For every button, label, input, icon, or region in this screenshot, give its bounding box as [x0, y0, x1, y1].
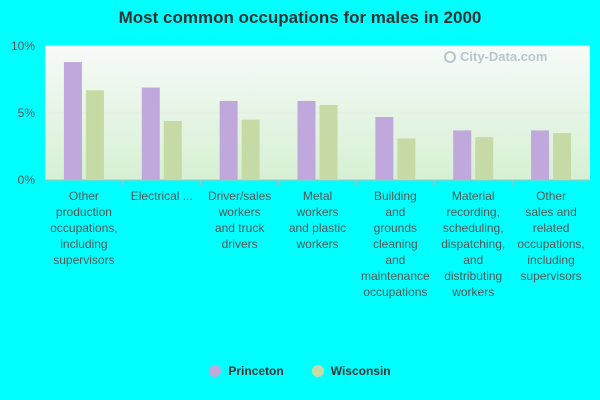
- chart-title: Most common occupations for males in 200…: [118, 8, 482, 27]
- bar-wisconsin-4: [397, 138, 416, 180]
- y-tick-label: 5%: [18, 106, 36, 120]
- legend-swatch-princeton: [209, 365, 222, 377]
- watermark-text: City-Data.com: [460, 49, 548, 64]
- legend: Princeton Wisconsin: [0, 364, 600, 378]
- x-tick-label: Building and grounds cleaning and maintenance…: [361, 189, 430, 299]
- legend-label-princeton: Princeton: [228, 364, 284, 378]
- bar-princeton-0: [63, 62, 82, 180]
- watermark: City-Data.com: [444, 49, 547, 64]
- bar-wisconsin-2: [241, 119, 260, 180]
- legend-swatch-wisconsin: [311, 365, 324, 377]
- y-tick-label: 0%: [18, 173, 36, 187]
- bar-wisconsin-6: [553, 133, 572, 180]
- legend-item-princeton: Princeton: [209, 364, 284, 378]
- x-tick-label: Metal workers and plastic workers: [289, 189, 346, 251]
- y-axis: 0% 5% 10%: [11, 39, 35, 187]
- bar-princeton-2: [219, 100, 238, 180]
- x-tick-label: Other production occupations, including supe…: [50, 189, 117, 267]
- bar-wisconsin-1: [163, 121, 182, 180]
- x-tick-label: Material recording, scheduling, dispatching…: [441, 189, 505, 299]
- bar-princeton-4: [375, 117, 394, 180]
- x-tick-label: Other sales and related occupations, includi…: [517, 189, 584, 283]
- search-icon: [444, 50, 456, 63]
- bar-princeton-3: [297, 100, 316, 180]
- bar-wisconsin-3: [319, 104, 338, 180]
- x-tick-label: Electrical ...: [131, 189, 193, 203]
- bar-wisconsin-5: [475, 137, 494, 180]
- bar-wisconsin-0: [85, 90, 104, 180]
- x-axis-labels: Other production occupations, including supe…: [50, 180, 585, 299]
- bar-princeton-1: [141, 87, 160, 180]
- legend-item-wisconsin: Wisconsin: [311, 364, 391, 378]
- bars: [63, 62, 572, 180]
- bar-princeton-6: [531, 130, 550, 180]
- gridlines: [45, 45, 590, 181]
- x-tick-label: Driver/sales workers and truck drivers: [208, 189, 271, 251]
- bar-princeton-5: [453, 130, 472, 180]
- y-tick-label: 10%: [11, 39, 35, 53]
- legend-label-wisconsin: Wisconsin: [330, 364, 391, 378]
